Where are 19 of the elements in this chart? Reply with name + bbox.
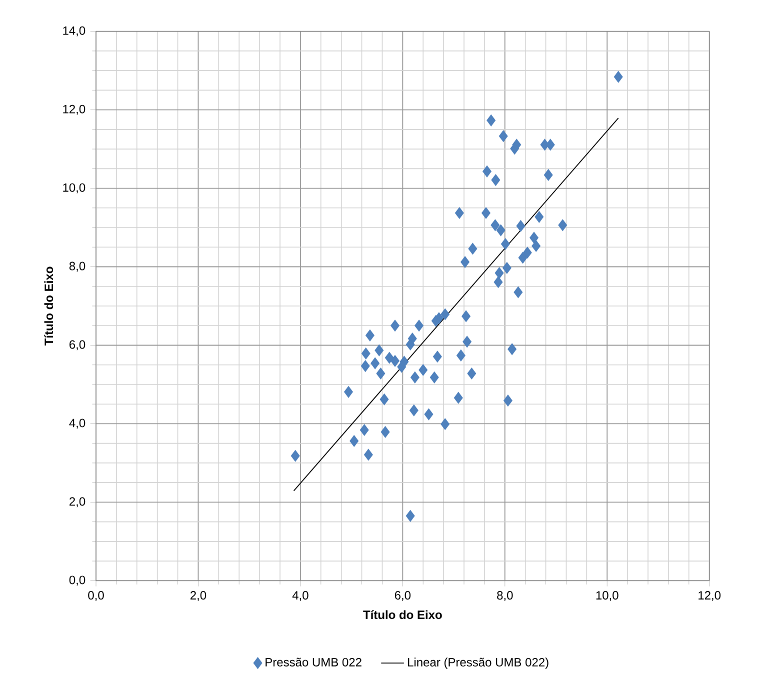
y-tick-label: 2,0 [70, 497, 86, 508]
x-axis-title: Título do Eixo [363, 610, 442, 620]
x-tick-label: 10,0 [596, 591, 618, 601]
x-tick-label: 2,0 [190, 591, 206, 601]
x-tick-label: 6,0 [394, 591, 411, 601]
y-tick-label: 8,0 [69, 262, 86, 272]
y-tick-label: 0,0 [69, 576, 86, 586]
x-tick-label: 0,0 [88, 591, 104, 601]
x-tick-label: 4,0 [292, 591, 308, 601]
x-tick-label: 12,0 [698, 591, 721, 601]
y-tick-label: 12,0 [63, 104, 86, 115]
legend-label: Linear (Pressão UMB 022) [408, 658, 548, 669]
y-axis-title: Título do Eixo [44, 266, 54, 346]
y-tick-label: 10,0 [63, 183, 86, 194]
y-tick-label: 6,0 [70, 340, 86, 350]
y-tick-label: 14,0 [63, 26, 86, 36]
legend-label: Pressão UMB 022 [266, 658, 362, 666]
y-tick-label: 4,0 [69, 418, 86, 429]
x-tick-label: 8,0 [497, 591, 513, 601]
